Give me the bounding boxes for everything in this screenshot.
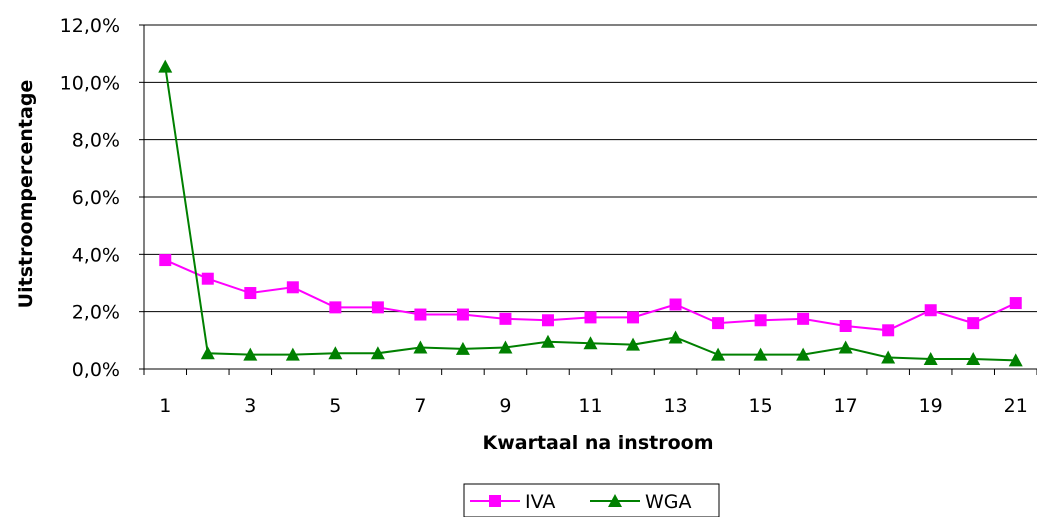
- y-tick-label: 8,0%: [72, 130, 120, 152]
- data-point-wga: [966, 351, 981, 365]
- data-point-wga: [285, 347, 300, 361]
- data-point-wga: [753, 347, 768, 361]
- data-point-wga: [455, 341, 470, 355]
- data-point-iva: [924, 304, 937, 317]
- data-point-wga: [498, 340, 513, 354]
- legend-marker-iva: [489, 495, 501, 507]
- x-tick-label: 17: [834, 395, 858, 417]
- x-tick-label: 7: [414, 395, 426, 417]
- x-tick-label: 15: [749, 395, 773, 417]
- data-point-iva: [201, 272, 214, 285]
- data-point-wga: [328, 346, 343, 360]
- data-point-iva: [371, 301, 384, 314]
- data-point-iva: [754, 314, 767, 327]
- data-point-wga: [668, 330, 683, 344]
- x-tick-label: 19: [919, 395, 943, 417]
- data-point-wga: [540, 334, 555, 348]
- data-point-iva: [967, 317, 980, 330]
- legend-item-iva: IVA: [470, 491, 555, 513]
- data-point-wga: [711, 347, 726, 361]
- y-tick-label: 0,0%: [72, 359, 120, 381]
- data-point-iva: [797, 312, 810, 325]
- data-point-wga: [796, 347, 811, 361]
- data-point-iva: [286, 281, 299, 294]
- data-point-iva: [456, 308, 469, 321]
- y-tick-label: 2,0%: [72, 302, 120, 324]
- legend-marker-wga: [608, 494, 622, 507]
- legend-label-wga: WGA: [645, 491, 692, 513]
- data-point-iva: [882, 324, 895, 337]
- y-tick-label: 12,0%: [60, 15, 120, 37]
- legend: IVA WGA: [463, 483, 720, 517]
- y-axis-title: Uitstroompercentage: [15, 80, 37, 309]
- series-layer: [158, 59, 1023, 367]
- x-axis: 1 3 5 7 9 11 13 15 17 19 21: [143, 369, 1037, 417]
- x-tick-label: 1: [159, 395, 171, 417]
- x-tick-label: 21: [1004, 395, 1028, 417]
- x-axis-title: Kwartaal na instroom: [483, 432, 714, 454]
- data-point-wga: [413, 340, 428, 354]
- x-tick-label: 9: [499, 395, 511, 417]
- data-point-iva: [159, 254, 172, 267]
- data-point-wga: [626, 337, 641, 351]
- x-tick-label: 13: [663, 395, 687, 417]
- legend-label-iva: IVA: [525, 491, 555, 513]
- data-point-wga: [370, 346, 385, 360]
- y-tick-label: 4,0%: [72, 244, 120, 266]
- y-tick-label: 10,0%: [60, 72, 120, 94]
- data-point-iva: [669, 298, 682, 311]
- data-point-wga: [200, 346, 215, 360]
- data-point-wga: [881, 350, 896, 364]
- data-point-wga: [923, 351, 938, 365]
- y-axis: 0,0% 2,0% 4,0% 6,0% 8,0% 10,0% 12,0%: [60, 15, 144, 381]
- gridlines: [144, 24, 1037, 370]
- data-point-iva: [499, 312, 512, 325]
- data-point-wga: [583, 336, 598, 350]
- legend-item-wga: WGA: [590, 491, 692, 513]
- series-wga: [158, 59, 1023, 367]
- x-tick-label: 3: [244, 395, 256, 417]
- data-point-iva: [541, 314, 554, 327]
- data-point-iva: [712, 317, 725, 330]
- data-point-iva: [414, 308, 427, 321]
- x-tick-label: 5: [329, 395, 341, 417]
- data-point-wga: [158, 59, 173, 73]
- data-point-iva: [839, 320, 852, 332]
- x-tick-label: 11: [578, 395, 602, 417]
- data-point-wga: [243, 347, 258, 361]
- data-point-iva: [627, 311, 640, 324]
- data-point-wga: [838, 340, 853, 354]
- data-point-iva: [584, 311, 597, 324]
- series-iva: [159, 254, 1022, 337]
- data-point-iva: [1009, 297, 1022, 310]
- data-point-iva: [329, 301, 342, 314]
- y-tick-label: 6,0%: [72, 187, 120, 209]
- data-point-wga: [1008, 353, 1023, 367]
- data-point-iva: [244, 287, 257, 300]
